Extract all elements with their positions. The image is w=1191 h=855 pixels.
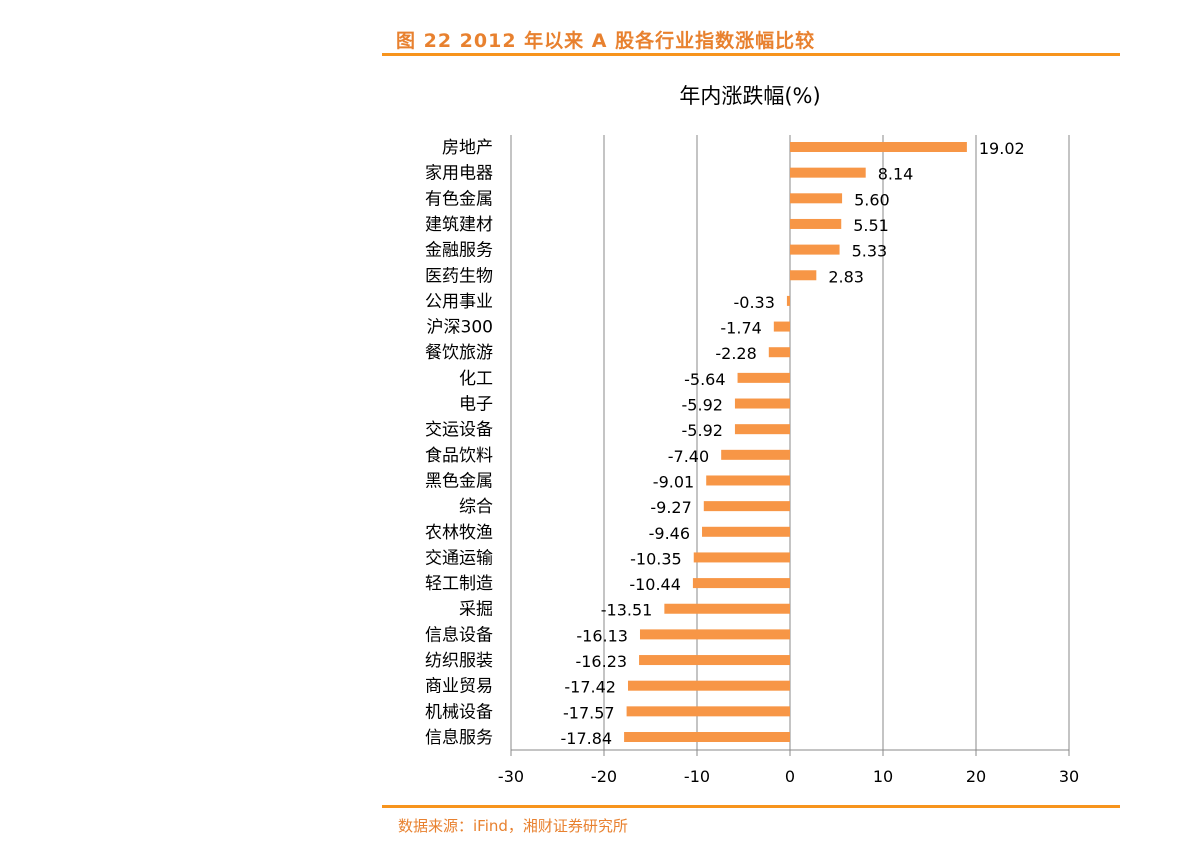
data-label: -2.28 bbox=[715, 344, 756, 363]
bar bbox=[721, 449, 790, 460]
data-label: -5.92 bbox=[682, 421, 723, 440]
data-label: -7.40 bbox=[668, 447, 709, 466]
category-label: 房地产 bbox=[442, 138, 493, 158]
bar bbox=[693, 552, 790, 563]
category-label: 有色金属 bbox=[425, 189, 493, 209]
data-label: -9.46 bbox=[649, 524, 690, 543]
data-label: -17.84 bbox=[561, 729, 613, 748]
data-label: 5.33 bbox=[852, 242, 888, 261]
category-label: 纺织服装 bbox=[425, 651, 493, 671]
category-label: 黑色金属 bbox=[425, 471, 493, 491]
category-label: 农林牧渔 bbox=[425, 523, 493, 543]
data-label: -1.74 bbox=[720, 319, 761, 338]
data-label: 8.14 bbox=[878, 165, 914, 184]
category-label: 家用电器 bbox=[425, 164, 493, 184]
bar bbox=[734, 424, 790, 435]
data-label: 5.60 bbox=[854, 190, 890, 209]
bar bbox=[734, 398, 790, 409]
data-label: -17.57 bbox=[563, 703, 615, 722]
data-label: 5.51 bbox=[853, 216, 889, 235]
data-label: -17.42 bbox=[564, 678, 616, 697]
bar bbox=[786, 295, 790, 306]
bottom-rule bbox=[382, 805, 1120, 808]
x-tick-label: -30 bbox=[498, 767, 524, 786]
bar bbox=[702, 526, 790, 537]
figure-title: 图 22 2012 年以来 A 股各行业指数涨幅比较 bbox=[396, 30, 816, 52]
data-label: -5.64 bbox=[684, 370, 725, 389]
bar bbox=[790, 167, 866, 178]
data-label: -16.13 bbox=[576, 626, 628, 645]
bar bbox=[627, 680, 790, 691]
bar bbox=[639, 629, 790, 640]
data-label: 19.02 bbox=[979, 139, 1025, 158]
category-label: 餐饮旅游 bbox=[425, 343, 493, 363]
data-label: -16.23 bbox=[575, 652, 627, 671]
bar bbox=[626, 706, 790, 717]
data-label: -0.33 bbox=[734, 293, 775, 312]
bar bbox=[790, 218, 842, 229]
data-label: -9.01 bbox=[653, 472, 694, 491]
bar bbox=[639, 655, 790, 666]
data-label: -5.92 bbox=[682, 396, 723, 415]
category-label: 医药生物 bbox=[425, 266, 493, 286]
x-tick-label: -10 bbox=[684, 767, 710, 786]
x-tick-label: 10 bbox=[873, 767, 893, 786]
category-label: 信息设备 bbox=[425, 625, 493, 645]
category-label: 轻工制造 bbox=[425, 574, 493, 594]
category-label: 交运设备 bbox=[425, 420, 493, 440]
bar bbox=[664, 603, 790, 614]
data-label: -10.35 bbox=[630, 549, 682, 568]
category-label: 信息服务 bbox=[425, 728, 493, 748]
category-label: 机械设备 bbox=[425, 702, 493, 722]
chart-title: 年内涨跌幅(%) bbox=[679, 84, 820, 108]
category-label: 金融服务 bbox=[425, 241, 493, 261]
category-label: 建筑建材 bbox=[425, 215, 493, 235]
bar bbox=[790, 270, 817, 281]
category-label: 电子 bbox=[459, 395, 493, 415]
bar bbox=[790, 244, 840, 255]
category-label: 采掘 bbox=[459, 600, 493, 620]
data-label: -13.51 bbox=[601, 601, 653, 620]
data-label: -10.44 bbox=[629, 575, 681, 594]
data-label: -9.27 bbox=[650, 498, 691, 517]
category-label: 沪深300 bbox=[427, 318, 493, 338]
category-label: 公用事业 bbox=[425, 292, 493, 312]
x-tick-label: -20 bbox=[591, 767, 617, 786]
bar bbox=[706, 475, 790, 486]
top-rule bbox=[382, 53, 1120, 56]
bar bbox=[790, 142, 967, 152]
data-label: 2.83 bbox=[828, 267, 864, 286]
category-label: 交通运输 bbox=[425, 548, 493, 568]
x-tick-label: 0 bbox=[785, 767, 795, 786]
category-label: 综合 bbox=[459, 497, 493, 517]
source-note: 数据来源：iFind，湘财证券研究所 bbox=[398, 817, 628, 835]
bar bbox=[790, 193, 843, 204]
bar bbox=[692, 578, 790, 589]
bar bbox=[703, 501, 790, 512]
bar bbox=[773, 321, 790, 332]
bar bbox=[624, 732, 790, 742]
category-label: 化工 bbox=[459, 369, 493, 389]
category-label: 商业贸易 bbox=[425, 677, 493, 697]
x-tick-label: 30 bbox=[1059, 767, 1079, 786]
bar bbox=[737, 372, 790, 383]
category-label: 食品饮料 bbox=[425, 446, 493, 466]
bar bbox=[768, 347, 790, 358]
x-tick-label: 20 bbox=[966, 767, 986, 786]
